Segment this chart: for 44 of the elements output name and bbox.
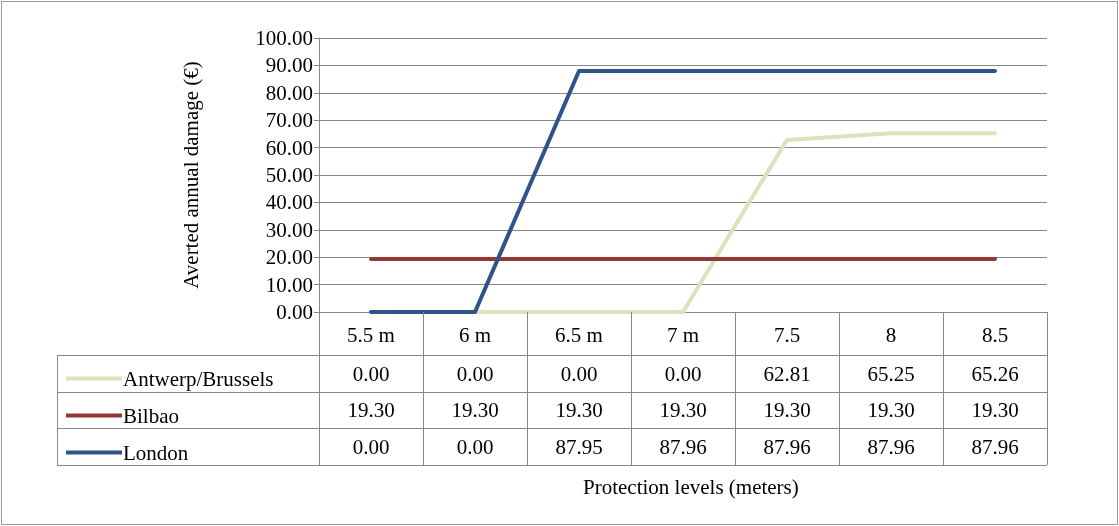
data-label: 19.30: [866, 398, 916, 422]
x-tick-label: 7 m: [666, 322, 700, 347]
x-tick-label: 8: [885, 322, 897, 347]
data-label: 19.30: [762, 398, 812, 422]
data-label: 62.81: [762, 361, 812, 386]
data-label: 19.30: [970, 398, 1020, 422]
x-tick-label: 6 m: [458, 322, 492, 347]
data-label: 0.00: [351, 361, 391, 386]
data-label: 19.30: [554, 398, 604, 422]
data-label: 0.00: [455, 361, 495, 386]
text: Protection levels (meters): [583, 474, 799, 499]
y-tick-label: 90.00: [265, 53, 313, 78]
y-tick-label: 0.00: [276, 300, 313, 324]
y-tick-label: 20.00: [265, 245, 313, 270]
y-tick-label: 10.00: [265, 272, 313, 297]
data-label: 0.00: [559, 361, 599, 386]
data-label: 87.96: [970, 434, 1020, 459]
data-label: 87.96: [762, 434, 812, 459]
y-tick-label: 80.00: [265, 80, 313, 105]
x-tick-label: 7.5: [773, 322, 801, 347]
y-tick-label: 30.00: [265, 217, 313, 242]
x-tick-label: 5.5 m: [347, 322, 395, 347]
x-tick-label: 6.5 m: [555, 322, 603, 347]
data-label: 87.96: [866, 434, 916, 459]
data-label: 65.26: [970, 361, 1020, 386]
y-tick-label: 70.00: [265, 108, 313, 133]
data-label: 0.00: [351, 434, 391, 459]
data-label: 19.30: [450, 398, 500, 422]
y-tick-label: 50.00: [265, 163, 313, 187]
data-label: 19.30: [658, 398, 708, 422]
legend-label: Antwerp/Brussels: [123, 366, 274, 391]
legend-label: London: [123, 440, 189, 465]
data-label: 87.96: [658, 434, 708, 459]
data-label: 0.00: [455, 434, 495, 459]
y-tick-label: 60.00: [265, 135, 313, 160]
data-label: 65.25: [866, 361, 916, 386]
legend-label: Bilbao: [123, 403, 179, 428]
y-tick-label: 40.00: [265, 190, 313, 215]
y-tick-label: 100.00: [255, 26, 313, 50]
x-tick-label: 8.5: [981, 322, 1009, 347]
data-label: 87.95: [554, 434, 604, 459]
data-label: 0.00: [663, 361, 703, 386]
data-label: 19.30: [346, 398, 396, 422]
y-axis-title: Averted annual damage (€): [178, 61, 203, 289]
